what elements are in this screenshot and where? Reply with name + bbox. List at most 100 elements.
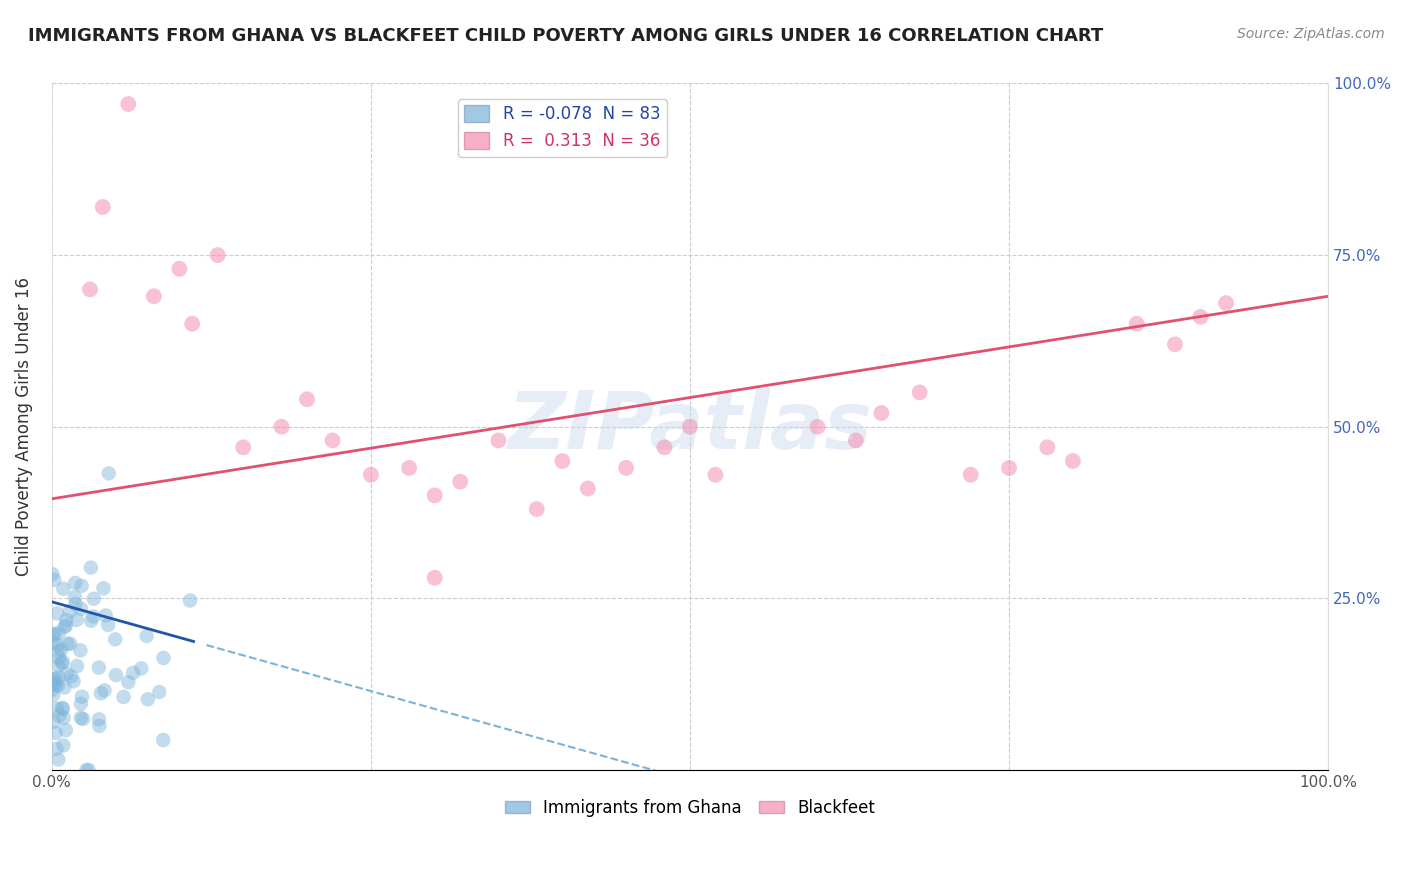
Point [48,650,70,665]
Point [122,665,145,680]
Point [488,434,510,448]
Point [52,702,75,716]
Point [42,628,65,642]
Point [136,692,159,706]
Point [70,711,93,725]
Text: IMMIGRANTS FROM GHANA VS BLACKFEET CHILD POVERTY AMONG GIRLS UNDER 16 CORRELATIO: IMMIGRANTS FROM GHANA VS BLACKFEET CHILD… [28,27,1104,45]
Point [66,659,89,673]
Point [1062,454,1084,468]
Point [56,637,79,651]
Point [44,675,66,690]
Point [806,419,828,434]
Point [51,643,73,657]
Point [551,454,574,468]
Point [45,742,67,756]
Point [51,656,73,670]
Point [322,434,344,448]
Point [83,591,105,606]
Point [295,392,318,407]
Point [51,701,73,715]
Point [614,461,637,475]
Point [48,670,70,684]
Point [77,763,100,777]
Point [117,675,139,690]
Point [55,618,77,632]
Point [360,467,382,482]
Y-axis label: Child Poverty Among Girls Under 16: Child Poverty Among Girls Under 16 [15,277,32,576]
Point [576,482,599,496]
Point [42,636,65,650]
Point [423,488,446,502]
Point [117,97,139,112]
Point [79,282,101,296]
Point [1164,337,1187,351]
Point [52,739,75,753]
Point [46,658,69,673]
Point [70,690,93,704]
Point [908,385,931,400]
Point [181,317,204,331]
Point [63,576,86,591]
Point [91,200,114,214]
Point [135,629,157,643]
Point [41,567,63,582]
Point [55,723,77,738]
Point [87,712,110,726]
Point [55,613,77,627]
Point [90,686,112,700]
Point [152,651,174,665]
Point [1215,296,1237,310]
Point [41,682,63,697]
Point [48,709,70,723]
Point [42,688,65,702]
Point [679,419,702,434]
Point [870,406,893,420]
Point [70,579,93,593]
Point [704,467,727,482]
Point [1125,317,1147,331]
Point [998,461,1021,475]
Point [59,604,82,618]
Point [52,655,75,669]
Point [152,733,174,747]
Point [82,609,104,624]
Point [42,714,65,729]
Point [959,467,981,482]
Point [80,560,103,574]
Point [169,261,191,276]
Point [1189,310,1212,324]
Point [45,678,67,692]
Point [423,571,446,585]
Text: Source: ZipAtlas.com: Source: ZipAtlas.com [1237,27,1385,41]
Point [104,632,127,647]
Point [179,593,201,607]
Point [59,637,82,651]
Point [46,607,69,621]
Point [42,673,65,687]
Point [53,620,76,634]
Point [46,638,69,652]
Point [142,289,165,303]
Point [207,248,229,262]
Point [45,701,67,715]
Point [75,763,97,777]
Point [97,618,120,632]
Point [845,434,868,448]
Legend: Immigrants from Ghana, Blackfeet: Immigrants from Ghana, Blackfeet [498,792,882,823]
Point [46,678,69,692]
Point [69,697,91,711]
Point [44,672,66,686]
Point [45,726,67,740]
Point [232,440,254,454]
Point [104,668,127,682]
Point [148,685,170,699]
Point [55,666,77,681]
Point [654,440,676,454]
Point [89,719,111,733]
Point [97,467,120,481]
Point [70,602,93,616]
Point [398,461,420,475]
Point [63,591,86,605]
Point [65,597,87,611]
Point [94,608,117,623]
